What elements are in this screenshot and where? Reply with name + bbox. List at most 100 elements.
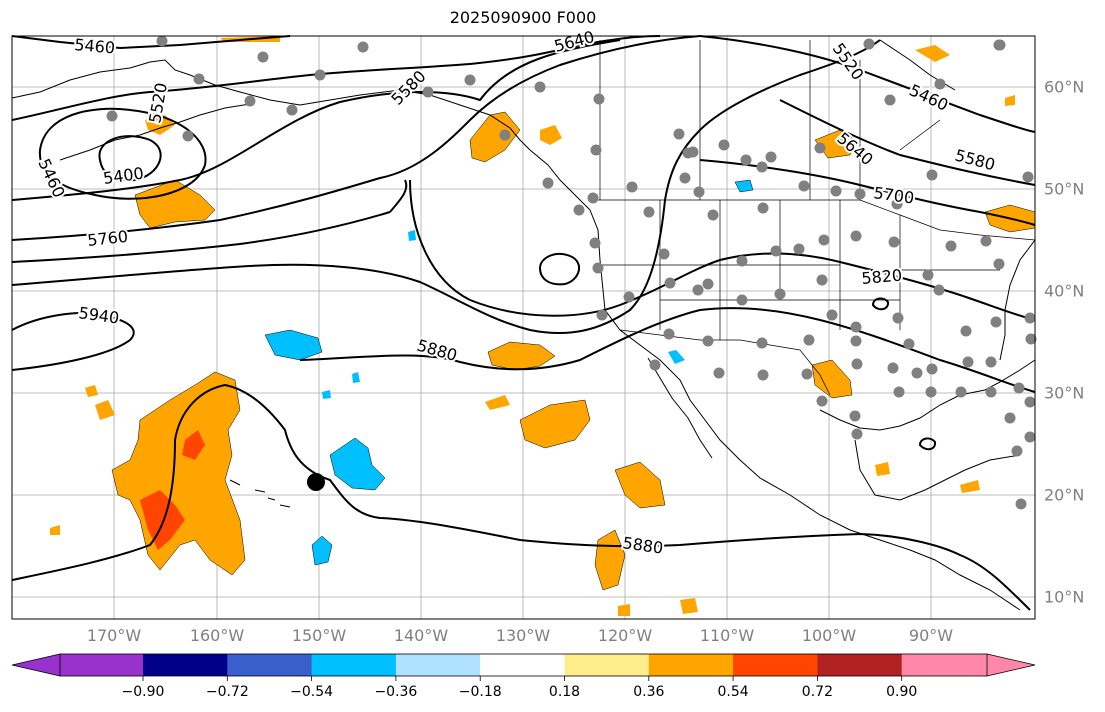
positive-anomaly-region bbox=[469, 111, 521, 163]
contour-line bbox=[299, 307, 1036, 393]
station-markers bbox=[106, 35, 1037, 510]
latitude-label: 40°N bbox=[1044, 281, 1085, 301]
contour-line bbox=[98, 135, 162, 182]
colorbar-tick-label: −0.72 bbox=[205, 684, 249, 700]
station-dot bbox=[850, 230, 862, 242]
station-dot bbox=[887, 362, 899, 374]
station-dot bbox=[740, 154, 752, 166]
positive-anomaly-core bbox=[140, 490, 185, 550]
station-dot bbox=[826, 309, 838, 321]
colorbar-tick-label: −0.90 bbox=[121, 684, 165, 700]
station-dot bbox=[693, 186, 705, 198]
station-dot bbox=[663, 328, 675, 340]
longitude-label: 90°W bbox=[908, 626, 954, 645]
map-border bbox=[11, 35, 1036, 620]
station-dot bbox=[106, 110, 118, 122]
contour-line bbox=[538, 252, 580, 286]
positive-anomaly-region bbox=[487, 341, 556, 371]
station-dot bbox=[1004, 412, 1016, 424]
station-dot bbox=[851, 358, 863, 370]
station-dot bbox=[244, 95, 256, 107]
station-dot bbox=[679, 172, 691, 184]
location-marker bbox=[307, 473, 325, 491]
station-dot bbox=[534, 81, 546, 93]
longitude-label: 160°W bbox=[189, 626, 245, 645]
station-dot bbox=[962, 356, 974, 368]
contour-line bbox=[871, 297, 890, 311]
station-dot bbox=[658, 248, 670, 260]
station-dot bbox=[257, 51, 269, 63]
station-dot bbox=[707, 209, 719, 221]
positive-anomaly-region bbox=[85, 385, 98, 397]
positive-anomaly-region bbox=[485, 395, 510, 410]
station-dot bbox=[643, 206, 655, 218]
positive-anomaly-region bbox=[614, 461, 666, 509]
station-dot bbox=[499, 129, 511, 141]
station-dot bbox=[985, 356, 997, 368]
station-dot bbox=[736, 294, 748, 306]
positive-anomaly-region bbox=[145, 115, 175, 135]
yucatan-coast bbox=[854, 439, 1021, 501]
positive-anomaly-region bbox=[875, 462, 890, 476]
contour-line bbox=[11, 211, 391, 263]
station-dot bbox=[757, 369, 769, 381]
station-dot bbox=[926, 363, 938, 375]
station-dot bbox=[542, 177, 554, 189]
station-dot bbox=[593, 93, 605, 105]
station-dot bbox=[692, 284, 704, 296]
contour-line bbox=[11, 39, 881, 335]
positive-anomaly-region bbox=[95, 400, 115, 420]
positive-anomaly-region bbox=[134, 179, 216, 229]
atlantic-coast bbox=[999, 239, 1036, 361]
positive-anomaly-region bbox=[814, 129, 859, 159]
station-dot bbox=[590, 144, 602, 156]
station-dot bbox=[713, 367, 725, 379]
longitude-label: 120°W bbox=[597, 626, 653, 645]
station-dot bbox=[596, 309, 608, 321]
colorbar-segment bbox=[901, 654, 988, 676]
station-dot bbox=[156, 35, 168, 47]
station-dot bbox=[1015, 498, 1027, 510]
station-dot bbox=[814, 142, 826, 154]
station-dot bbox=[422, 86, 434, 98]
station-dot bbox=[925, 386, 937, 398]
station-dot bbox=[888, 236, 900, 248]
longitude-label: 170°W bbox=[86, 626, 142, 645]
station-dot bbox=[850, 321, 862, 333]
longitude-label: 130°W bbox=[495, 626, 551, 645]
colorbar-tick-label: 0.90 bbox=[886, 684, 918, 700]
gulf-coast bbox=[819, 359, 1036, 431]
station-dot bbox=[818, 234, 830, 246]
station-dot bbox=[893, 386, 905, 398]
station-dot bbox=[990, 316, 1002, 328]
station-dot bbox=[985, 386, 997, 398]
station-dot bbox=[193, 73, 205, 85]
station-dot bbox=[891, 198, 903, 210]
station-dot bbox=[955, 386, 967, 398]
longitude-label: 100°W bbox=[801, 626, 857, 645]
colorbar-segment bbox=[60, 654, 144, 676]
station-dot bbox=[182, 130, 194, 142]
longitude-label: 110°W bbox=[699, 626, 755, 645]
positive-anomaly-region bbox=[540, 125, 562, 145]
contour-line bbox=[11, 35, 701, 241]
map-title: 2025090900 F000 bbox=[449, 8, 597, 27]
anomaly-shading bbox=[50, 36, 1036, 616]
station-dot bbox=[1011, 445, 1023, 457]
colorbar-arrow-outline bbox=[11, 653, 1036, 677]
station-dot bbox=[851, 428, 863, 440]
station-dot bbox=[993, 258, 1005, 270]
positive-anomaly-region bbox=[50, 525, 60, 535]
negative-anomaly-region bbox=[322, 390, 331, 399]
positive-anomaly-region bbox=[915, 45, 950, 62]
hawaii-islands bbox=[229, 479, 291, 508]
station-dot bbox=[1013, 382, 1025, 394]
contour-line bbox=[389, 179, 408, 213]
contour-label: 5460 bbox=[74, 35, 116, 57]
station-dot bbox=[993, 39, 1005, 51]
contour-line bbox=[38, 107, 207, 200]
station-dot bbox=[1022, 171, 1034, 183]
station-dot bbox=[702, 278, 714, 290]
station-dot bbox=[673, 128, 685, 140]
